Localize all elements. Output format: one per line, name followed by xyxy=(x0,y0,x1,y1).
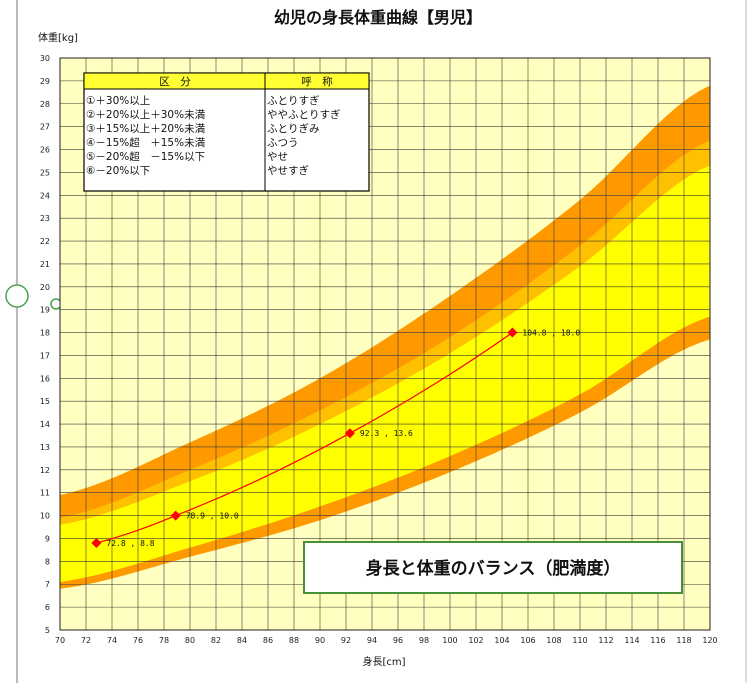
y-tick-label: 15 xyxy=(40,397,50,406)
x-tick-label: 110 xyxy=(572,636,587,645)
y-tick-label: 8 xyxy=(45,557,50,566)
y-tick-label: 29 xyxy=(40,77,50,86)
plot-frame xyxy=(59,57,711,631)
x-tick-label: 116 xyxy=(650,636,665,645)
x-tick-label: 96 xyxy=(393,636,403,645)
x-tick-label: 112 xyxy=(598,636,613,645)
series-line: 72.8 , 8.8 78.9 , 10.0 92.3 , 13.6 104.8 , … xyxy=(91,327,580,549)
series-path xyxy=(96,332,513,544)
y-axis-label: 体重[kg] xyxy=(38,31,78,44)
legend-row-2-left: ②＋20%以上＋30%未満 xyxy=(86,109,206,121)
legend-row-5-left: ⑤－20%超 －15%以下 xyxy=(86,150,205,163)
legend-frame xyxy=(83,72,370,192)
legend-row-1-right: ふとりすぎ xyxy=(267,94,320,107)
y-tick-label: 18 xyxy=(40,329,50,338)
x-tick-label: 78 xyxy=(159,636,169,645)
data-point-marker xyxy=(170,510,181,521)
x-tick-label: 100 xyxy=(442,636,457,645)
x-tick-label: 72 xyxy=(81,636,91,645)
y-tick-label: 22 xyxy=(40,237,50,246)
legend-row-4-left: ④－15%超 ＋15%未満 xyxy=(86,136,206,149)
legend-row-3-right: ふとりぎみ xyxy=(267,122,320,135)
x-tick-label: 84 xyxy=(237,636,247,645)
y-tick-label: 17 xyxy=(40,351,50,360)
balance-annotation-text: 身長と体重のバランス（肥満度） xyxy=(366,558,621,579)
x-tick-label: 88 xyxy=(289,636,299,645)
legend-header-bg xyxy=(83,72,370,90)
band-inner xyxy=(60,165,710,582)
x-tick-label: 74 xyxy=(107,636,117,645)
x-tick-label: 70 xyxy=(55,636,65,645)
y-tick-label: 12 xyxy=(40,466,50,475)
y-tick-label: 30 xyxy=(40,54,50,63)
y-tick-label: 27 xyxy=(40,123,50,132)
x-tick-label: 118 xyxy=(676,636,691,645)
data-point-label: 78.9 , 10.0 xyxy=(186,512,239,521)
x-tick-label: 102 xyxy=(468,636,483,645)
x-tick-label: 94 xyxy=(367,636,377,645)
y-tick-label: 25 xyxy=(40,168,50,177)
legend-row-6-left: ⑥－20%以下 xyxy=(86,165,150,177)
legend-header-left: 区 分 xyxy=(159,76,191,88)
x-tick-label: 92 xyxy=(341,636,351,645)
y-tick-label: 23 xyxy=(40,214,50,223)
legend-row-6-right: やせすぎ xyxy=(267,164,309,177)
legend-row-2-right: ややふとりすぎ xyxy=(267,108,341,121)
legend-table: 区 分 呼 称 ①＋30%以上 ふとりすぎ ②＋20%以上＋30%未満 ややふと… xyxy=(83,72,370,192)
y-tick-label: 9 xyxy=(45,534,50,543)
x-tick-label: 86 xyxy=(263,636,273,645)
y-tick-label: 19 xyxy=(40,306,50,315)
y-tick-label: 13 xyxy=(40,443,50,452)
x-tick-label: 76 xyxy=(133,636,143,645)
data-point-label: 92.3 , 13.6 xyxy=(360,429,413,438)
y-tick-label: 7 xyxy=(45,580,50,589)
data-point-marker xyxy=(507,327,518,338)
y-tick-label: 6 xyxy=(45,603,50,612)
x-tick-label: 80 xyxy=(185,636,195,645)
y-tick-label: 24 xyxy=(40,191,50,200)
y-tick-label: 5 xyxy=(45,626,50,635)
band-area xyxy=(60,85,710,589)
data-point-marker xyxy=(91,538,102,549)
data-point-label: 104.8 , 18.0 xyxy=(522,329,580,338)
x-tick-label: 120 xyxy=(702,636,717,645)
x-tick-label: 90 xyxy=(315,636,325,645)
y-tick-label: 20 xyxy=(40,283,50,292)
y-tick-label: 26 xyxy=(40,146,50,155)
y-tick-label: 10 xyxy=(40,512,50,521)
chart-title: 幼児の身長体重曲線【男児】 xyxy=(274,8,482,27)
balance-annotation: 身長と体重のバランス（肥満度） xyxy=(303,541,683,594)
y-tick-label: 11 xyxy=(40,489,50,498)
balance-annotation-frame xyxy=(303,541,683,594)
x-tick-label: 98 xyxy=(419,636,429,645)
y-tick-label: 14 xyxy=(40,420,50,429)
y-tick-label: 28 xyxy=(40,100,50,109)
data-point-label: 72.8 , 8.8 xyxy=(106,539,154,548)
selection-handle-large[interactable] xyxy=(5,284,29,308)
legend-row-3-left: ③＋15%以上＋20%未満 xyxy=(86,123,206,135)
legend-header-right: 呼 称 xyxy=(301,75,333,88)
legend-row-5-right: やせ xyxy=(267,151,288,163)
x-tick-label: 114 xyxy=(624,636,639,645)
x-tick-label: 104 xyxy=(494,636,509,645)
legend-row-4-right: ふつう xyxy=(267,137,299,149)
x-tick-label: 106 xyxy=(520,636,535,645)
y-tick-label: 16 xyxy=(40,374,50,383)
legend-row-1-left: ①＋30%以上 xyxy=(86,95,150,107)
x-tick-label: 82 xyxy=(211,636,221,645)
x-tick-label: 108 xyxy=(546,636,561,645)
x-axis-label: 身長[cm] xyxy=(362,655,405,668)
data-point-marker xyxy=(344,428,355,439)
axis-ticks: 70 72 74 76 78 80 82 84 86 88 90 92 94 96 98 100 102 104 1… xyxy=(40,54,718,645)
y-tick-label: 21 xyxy=(40,260,50,269)
